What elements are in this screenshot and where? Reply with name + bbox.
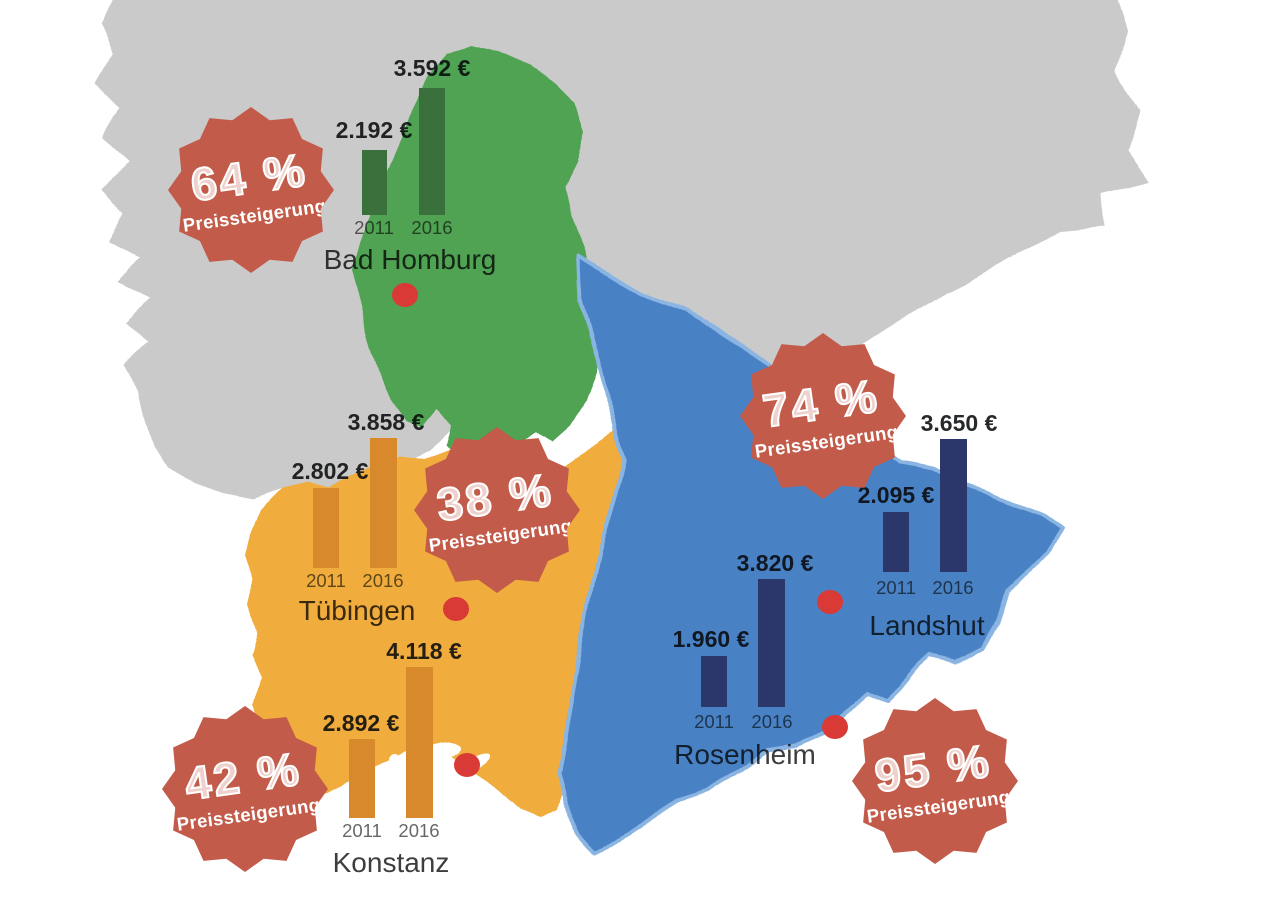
bar-2011-rosenheim xyxy=(701,656,727,707)
bar-2016-rosenheim xyxy=(758,579,785,707)
year-label-2016-tuebingen: 2016 xyxy=(362,570,404,591)
badge-content: 95 % Preissteigerung xyxy=(852,733,1018,828)
lake-constance-west-small xyxy=(387,755,397,765)
location-dot-tuebingen xyxy=(443,597,469,621)
year-label-2011-landshut: 2011 xyxy=(876,577,916,598)
price-label-2016-rosenheim: 3.820 € xyxy=(736,550,814,576)
year-label-2016-konstanz: 2016 xyxy=(398,820,440,841)
bar-2011-tuebingen xyxy=(313,488,339,568)
year-label-2016-landshut: 2016 xyxy=(932,577,974,598)
location-dot-rosenheim xyxy=(822,715,848,739)
price-label-2011-tuebingen: 2.802 € xyxy=(291,458,369,484)
location-dot-bad-homburg xyxy=(392,283,418,307)
city-label-landshut: Landshut xyxy=(869,610,985,641)
year-label-2011-tuebingen: 2011 xyxy=(306,570,346,591)
location-dot-konstanz xyxy=(454,753,480,777)
city-label-konstanz: Konstanz xyxy=(332,847,450,878)
bar-2011-konstanz xyxy=(349,739,375,818)
bar-2016-bad-homburg xyxy=(419,88,445,215)
price-label-2016-konstanz: 4.118 € xyxy=(386,638,462,664)
year-label-2016-rosenheim: 2016 xyxy=(751,711,793,732)
location-dot-landshut xyxy=(817,590,843,614)
bar-2016-landshut xyxy=(940,439,967,572)
region-hesse xyxy=(352,46,600,462)
city-label-tuebingen: Tübingen xyxy=(298,595,416,626)
year-label-2016-bad-homburg: 2016 xyxy=(411,217,453,238)
city-label-bad-homburg: Bad Homburg xyxy=(323,244,497,275)
price-label-2016-tuebingen: 3.858 € xyxy=(347,409,425,435)
badge-content: 74 % Preissteigerung xyxy=(740,368,906,463)
price-label-2016-landshut: 3.650 € xyxy=(920,410,998,436)
price-label-2011-landshut: 2.095 € xyxy=(857,482,935,508)
price-label-2016-bad-homburg: 3.592 € xyxy=(393,55,471,81)
badge-content: 38 % Preissteigerung xyxy=(414,462,580,557)
bar-2016-konstanz xyxy=(406,667,433,818)
city-label-rosenheim: Rosenheim xyxy=(674,739,816,770)
year-label-2011-bad-homburg: 2011 xyxy=(354,217,394,238)
price-label-2011-bad-homburg: 2.192 € xyxy=(335,117,413,143)
price-label-2011-konstanz: 2.892 € xyxy=(322,710,400,736)
bar-2011-landshut xyxy=(883,512,909,572)
price-label-2011-rosenheim: 1.960 € xyxy=(672,626,750,652)
bar-2011-bad-homburg xyxy=(362,150,387,215)
badge-content: 42 % Preissteigerung xyxy=(162,741,328,836)
badge-content: 64 % Preissteigerung xyxy=(168,142,334,237)
bar-2016-tuebingen xyxy=(370,438,397,568)
year-label-2011-konstanz: 2011 xyxy=(342,820,382,841)
year-label-2011-rosenheim: 2011 xyxy=(694,711,734,732)
germany-landmass xyxy=(96,0,1150,498)
